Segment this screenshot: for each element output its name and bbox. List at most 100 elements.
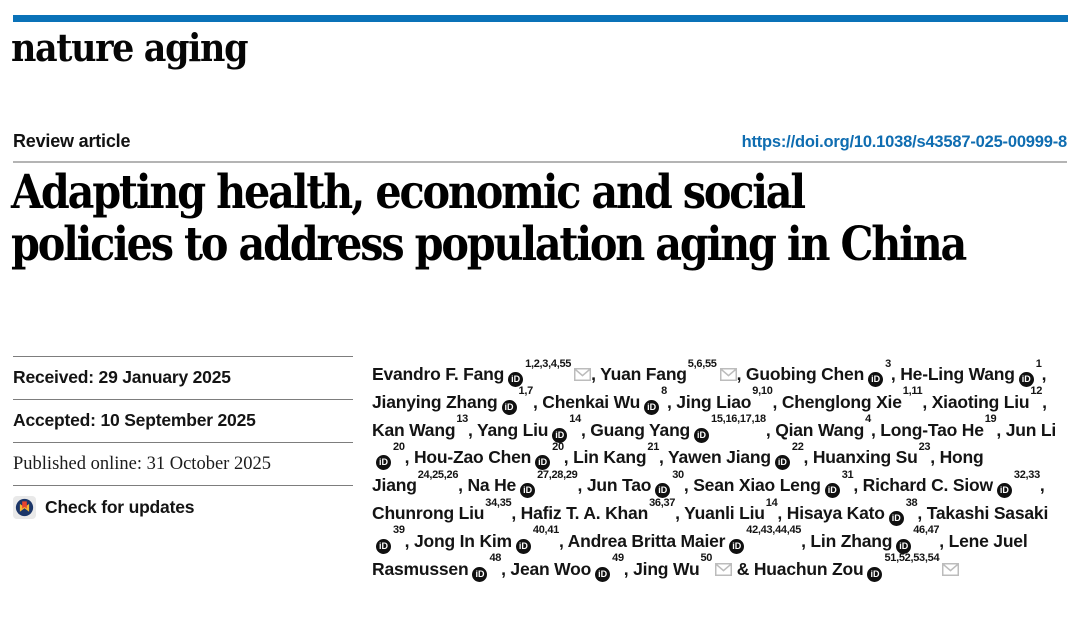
author-name: Jianying Zhang — [372, 391, 498, 412]
orcid-icon[interactable]: iD — [694, 427, 710, 443]
orcid-icon[interactable]: iD — [472, 566, 488, 582]
author-affiliation-numbers: 27,28,29 — [537, 468, 578, 481]
author-affiliation-numbers: 1,2,3,4,55 — [525, 357, 572, 370]
author-affiliation-numbers: 23 — [918, 441, 931, 454]
received-date: Received: 29 January 2025 — [13, 356, 353, 399]
crossmark-icon — [13, 496, 36, 519]
author-name: Jing Wu — [633, 558, 700, 579]
orcid-icon[interactable]: iD — [376, 455, 391, 471]
published-date: Published online: 31 October 2025 — [13, 442, 353, 485]
envelope-icon[interactable] — [942, 562, 960, 576]
orcid-icon[interactable]: iD — [515, 538, 531, 554]
author-list: Evandro F. Fang iD1,2,3,4,55, Yuan Fang5,… — [372, 356, 1067, 583]
author-name: Lin Zhang — [810, 530, 893, 551]
author: Guang Yang iD15,16,17,18 — [590, 414, 766, 443]
author-name: Jun Tao — [586, 475, 652, 496]
doi-link[interactable]: https://doi.org/10.1038/s43587-025-00999… — [741, 133, 1068, 151]
author-affiliation-numbers: 40,41 — [532, 524, 559, 537]
author: Lin Kang21 — [573, 442, 659, 468]
orcid-icon[interactable]: iD — [520, 483, 536, 499]
author: Huachun Zou iD51,52,53,54 — [754, 553, 960, 582]
author: Takashi SasakiiD39 — [372, 503, 1048, 554]
author-name: Yuan Fang — [600, 364, 687, 384]
journal-brand-bar — [13, 15, 1068, 22]
author-affiliation-numbers: 34,35 — [485, 496, 512, 509]
author-name: Hafiz T. A. Khan — [520, 502, 649, 523]
author-name: Hou-Zao Chen — [413, 447, 532, 468]
author: Sean Xiao Leng iD31 — [693, 469, 854, 499]
orcid-icon[interactable]: iD — [552, 427, 568, 443]
orcid-icon[interactable]: iD — [868, 372, 884, 387]
author-name: Long-Tao He — [880, 419, 984, 440]
author-affiliation-numbers: 22 — [791, 441, 804, 454]
author: Andrea Britta Maier iD42,43,44,45 — [568, 525, 801, 554]
author: Chunrong Liu34,35 — [372, 497, 512, 523]
orcid-icon[interactable]: iD — [644, 399, 660, 415]
orcid-icon[interactable]: iD — [888, 510, 904, 526]
orcid-icon[interactable]: iD — [1018, 372, 1034, 387]
orcid-icon[interactable]: iD — [824, 483, 840, 499]
article-header: Review article https://doi.org/10.1038/s… — [13, 131, 1067, 152]
author: Chenkai Wu iD8 — [542, 386, 667, 415]
orcid-icon[interactable]: iD — [508, 372, 524, 387]
author-affiliation-numbers: 15,16,17,18 — [711, 413, 766, 426]
envelope-icon[interactable] — [719, 368, 737, 381]
header-divider — [13, 161, 1067, 163]
title-line-1: Adapting health, economic and social — [11, 165, 806, 220]
orcid-icon[interactable]: iD — [595, 566, 611, 582]
envelope-icon[interactable] — [574, 368, 592, 381]
author-name: He-Ling Wang — [900, 364, 1015, 384]
author: Yawen Jiang iD22 — [668, 442, 804, 471]
author-affiliation-numbers: 38 — [905, 496, 918, 509]
author: Richard C. Siow iD32,33 — [863, 469, 1040, 499]
author-affiliation-numbers: 32,33 — [1013, 468, 1040, 481]
orcid-icon[interactable]: iD — [867, 566, 883, 582]
author-affiliation-numbers: 9,10 — [752, 385, 773, 398]
author-affiliation-numbers: 46,47 — [913, 524, 940, 537]
author-name: Xiaoting Liu — [931, 391, 1030, 412]
author-affiliation-numbers: 39 — [393, 524, 405, 537]
check-for-updates-link[interactable]: Check for updates — [13, 485, 353, 530]
author: Lin Zhang iD46,47 — [810, 525, 940, 554]
author-name: Yawen Jiang — [668, 447, 771, 468]
author-name: Na He — [467, 475, 517, 496]
author: Qian Wang4 — [775, 414, 871, 440]
orcid-icon[interactable]: iD — [535, 455, 551, 471]
author-affiliation-numbers: 4 — [865, 413, 871, 426]
accepted-date-text: Accepted: 10 September 2025 — [13, 410, 256, 430]
author: Hou-Zao Chen iD20 — [413, 442, 564, 471]
author-affiliation-numbers: 30 — [672, 468, 684, 481]
orcid-icon[interactable]: iD — [501, 399, 517, 415]
author-affiliation-numbers: 50 — [700, 552, 713, 565]
author-affiliation-numbers: 49 — [612, 552, 624, 565]
orcid-icon[interactable]: iD — [774, 455, 790, 471]
author: Jing Liao9,10 — [676, 386, 773, 412]
author: Long-Tao He19 — [880, 414, 996, 440]
author: Huanxing Su23 — [813, 442, 931, 468]
orcid-icon[interactable]: iD — [729, 538, 745, 554]
author-name: Jean Woo — [510, 558, 592, 579]
orcid-icon[interactable]: iD — [896, 538, 912, 554]
author-name: Guobing Chen — [745, 364, 865, 384]
article-type-label: Review article — [13, 131, 131, 151]
author-affiliation-numbers: 8 — [661, 385, 667, 398]
author: Xiaoting Liu12 — [931, 386, 1043, 412]
author: He-Ling Wang iD1 — [900, 358, 1042, 387]
accepted-date: Accepted: 10 September 2025 — [13, 399, 353, 442]
author: Yuanli Liu14 — [684, 497, 778, 523]
orcid-icon[interactable]: iD — [655, 483, 671, 499]
author-name: Hong Jiang — [372, 447, 984, 496]
author-affiliation-numbers: 36,37 — [649, 496, 676, 509]
author-name: Lene Juel Rasmussen — [372, 530, 1028, 579]
author-name: Jong In Kim — [413, 530, 512, 551]
author: Jong In Kim iD40,41 — [413, 525, 559, 554]
author: Hisaya Kato iD38 — [787, 497, 918, 526]
author-affiliation-numbers: 20 — [393, 441, 405, 454]
orcid-icon[interactable]: iD — [376, 538, 391, 554]
article-meta: Received: 29 January 2025 Accepted: 10 S… — [13, 356, 353, 583]
envelope-icon[interactable] — [715, 562, 733, 576]
author-name: Yang Liu — [476, 419, 549, 440]
author-affiliation-numbers: 14 — [569, 413, 581, 426]
orcid-icon[interactable]: iD — [996, 483, 1012, 499]
author-affiliation-numbers: 42,43,44,45 — [746, 524, 802, 537]
